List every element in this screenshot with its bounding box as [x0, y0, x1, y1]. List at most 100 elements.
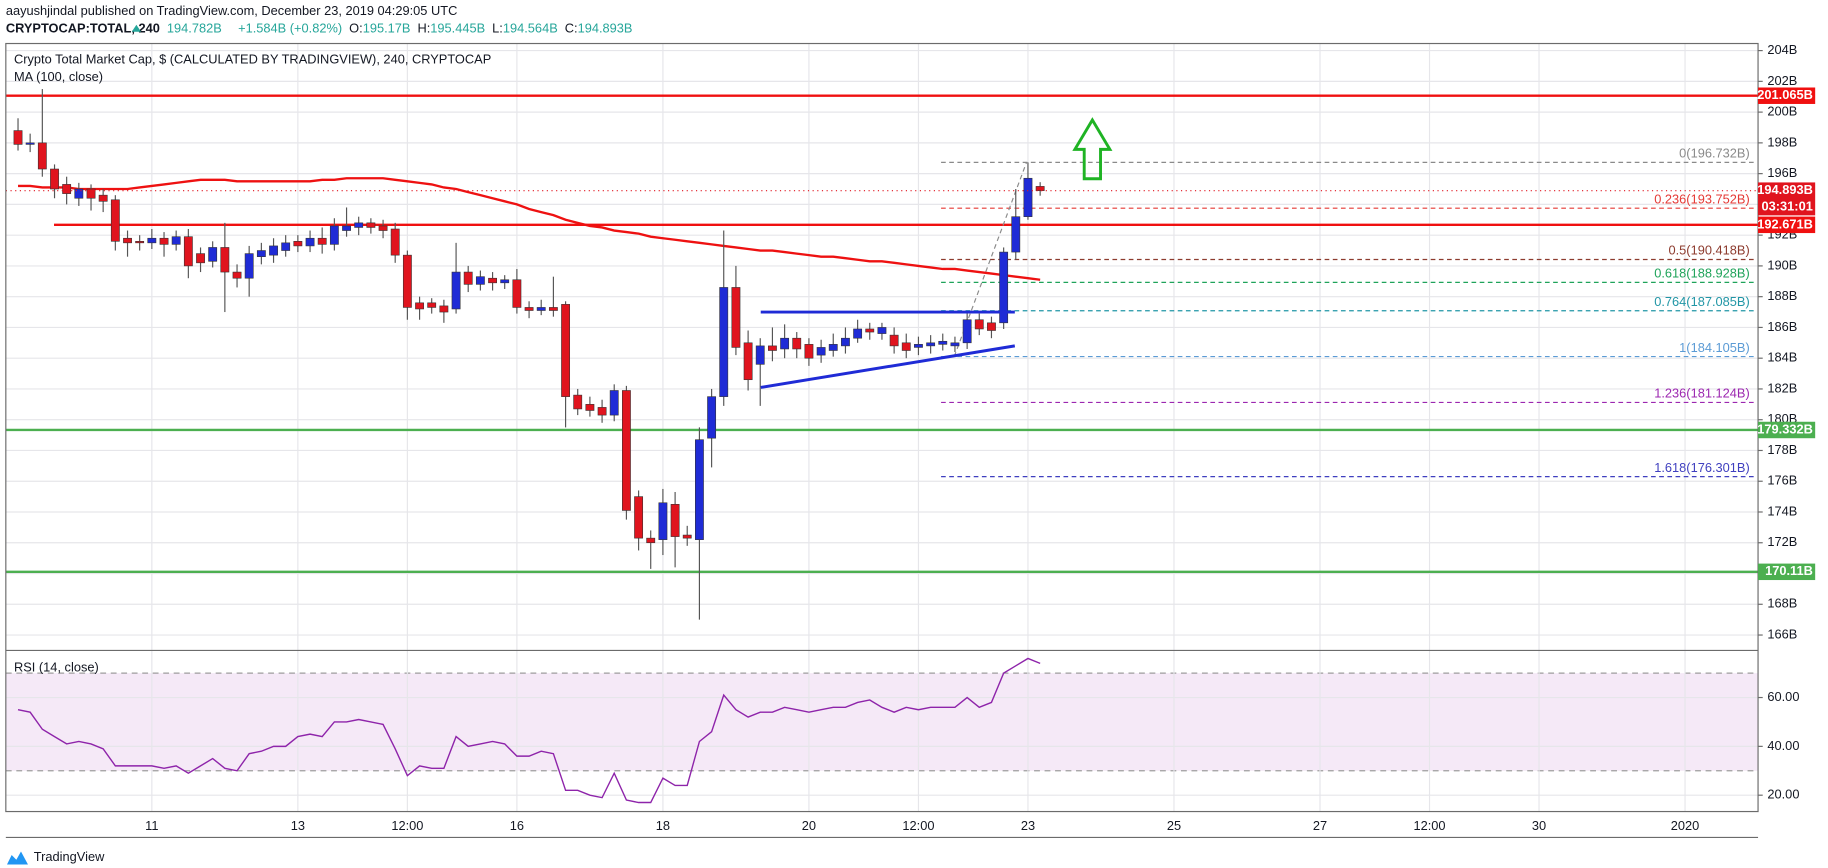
candle-body: [768, 345, 777, 351]
fib-label: 0(196.732B): [1679, 146, 1750, 161]
ohlc-value: 194.893B: [578, 21, 633, 36]
fib-label: 0.618(188.928B): [1654, 266, 1749, 281]
candle-body: [621, 390, 631, 511]
candle-body: [354, 222, 364, 228]
y-tick-label: 60.00: [1767, 689, 1799, 704]
candle-body: [548, 307, 558, 311]
x-tick-label: 30: [1532, 818, 1546, 833]
level-label-bg: [1758, 563, 1816, 581]
candle-body: [816, 347, 826, 356]
x-tick-label: 18: [656, 818, 670, 833]
fib-label: 1(184.105B): [1679, 340, 1750, 355]
x-tick-label: 2020: [1671, 818, 1700, 833]
candle-body: [865, 328, 875, 333]
candle-body: [390, 228, 400, 256]
candle-body: [962, 319, 972, 344]
candle-body: [269, 245, 278, 256]
ohlc-label: H:: [417, 21, 430, 36]
candle-body: [415, 302, 424, 310]
y-tick-label: 40.00: [1767, 738, 1799, 753]
candle-body: [561, 304, 571, 397]
level-label: 201.065B: [1757, 87, 1813, 102]
candle-body: [293, 241, 303, 247]
price-label: 194.893B: [1757, 182, 1813, 197]
y-tick-label: 200B: [1767, 103, 1797, 118]
candle-body: [281, 242, 291, 251]
candle-body: [609, 390, 619, 416]
candle-body: [585, 404, 595, 411]
logo: [6, 851, 28, 865]
candle-body: [98, 194, 108, 202]
candle-body: [123, 237, 132, 244]
candle-body: [999, 251, 1009, 324]
publish-line: aayushjindal published on TradingView.co…: [6, 3, 458, 18]
candle-body: [135, 241, 145, 244]
candle-body: [74, 188, 84, 199]
x-tick-label: 13: [291, 818, 305, 833]
ohlc-value: 195.17B: [363, 21, 411, 36]
candle-body: [792, 337, 802, 350]
candle-body: [646, 537, 656, 544]
candle-body: [938, 340, 948, 345]
ohlc-label: C:: [565, 21, 578, 36]
candle-body: [329, 225, 339, 245]
x-tick-label: 23: [1021, 818, 1035, 833]
y-tick-label: 178B: [1767, 442, 1797, 457]
candle-body: [427, 302, 437, 308]
candle-body: [682, 534, 692, 539]
candle-body: [500, 279, 510, 284]
ohlc-label: L:: [492, 21, 503, 36]
legend-entry: MA (100, close): [14, 69, 103, 84]
candle-body: [232, 271, 242, 279]
candle-body: [707, 396, 717, 439]
x-tick-label: 12:00: [391, 818, 423, 833]
x-tick-label: 11: [145, 818, 158, 833]
symbol-line: CRYPTOCAP:TOTAL, 240 194.782B +1.584B (+0.…: [6, 21, 633, 36]
candle-body: [950, 342, 960, 347]
y-tick-label: 172B: [1767, 534, 1797, 549]
candle-body: [755, 345, 765, 365]
candle-body: [196, 253, 205, 264]
candle-body: [974, 319, 984, 330]
candle-body: [439, 305, 449, 313]
ma-line: [18, 177, 1041, 281]
change: +1.584B (+0.82%): [238, 21, 342, 36]
y-tick-label: 190B: [1767, 257, 1797, 272]
candle-body: [451, 271, 461, 310]
y-tick-label: 184B: [1767, 350, 1797, 365]
candle-body: [901, 342, 911, 351]
candle-body: [804, 344, 814, 359]
x-tick-label: 27: [1313, 818, 1327, 833]
plot-area: 0(196.732B) 0.236(193.752B) 0.5(190.418B) 0…: [5, 43, 1759, 812]
candle-body: [536, 307, 546, 311]
ohlc-label: O:: [349, 21, 363, 36]
level-label-bg: [1758, 421, 1816, 439]
candle-body: [159, 237, 169, 245]
level-label: 170.11B: [1765, 563, 1813, 578]
candle-body: [378, 225, 388, 231]
level-label: 179.332B: [1757, 421, 1813, 436]
y-tick-label: 204B: [1767, 42, 1797, 57]
candle-body: [305, 237, 315, 247]
fib-label: 0.764(187.085B): [1654, 294, 1749, 309]
ohlc-value: 194.564B: [503, 21, 558, 36]
candle-body: [50, 168, 59, 190]
x-tick-label: 25: [1167, 818, 1181, 833]
chart-title: Crypto Total Market Cap, $ (CALCULATED B…: [14, 51, 491, 66]
candle-body: [634, 496, 644, 539]
up-arrow: [1072, 117, 1113, 181]
candle-body: [171, 236, 181, 245]
candle-body: [658, 502, 668, 540]
candle-body: [475, 276, 485, 285]
y-tick-label: 168B: [1767, 596, 1797, 611]
candle-body: [780, 337, 790, 350]
candle-body: [37, 142, 47, 170]
y-tick-label: 188B: [1767, 288, 1797, 303]
level-label-bg: [1758, 87, 1816, 104]
rsi-line: [17, 657, 1041, 804]
y-tick-label: 176B: [1767, 473, 1797, 488]
candle-body: [914, 344, 923, 348]
candle-body: [86, 188, 96, 199]
candle-body: [1023, 177, 1033, 217]
